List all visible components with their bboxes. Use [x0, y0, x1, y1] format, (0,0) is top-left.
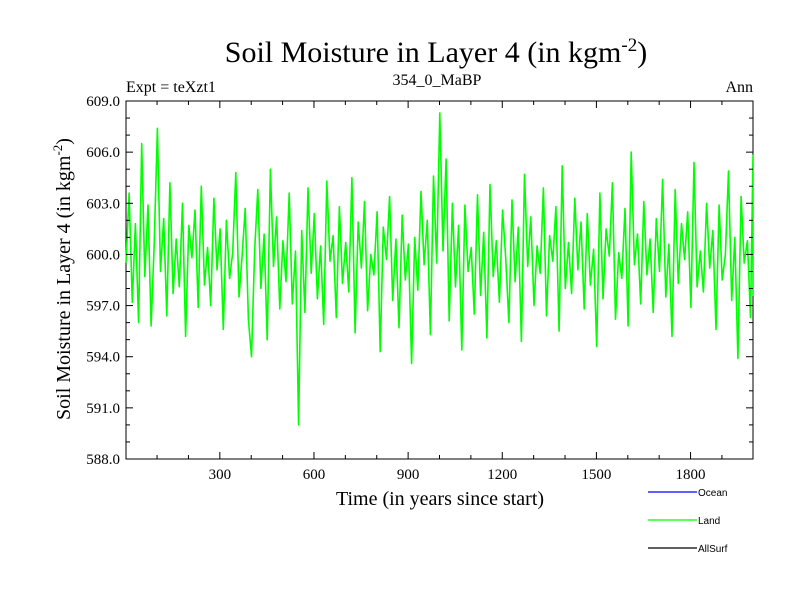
x-tick-label: 1800 [676, 467, 706, 483]
y-tick-label: 609.0 [86, 94, 120, 110]
y-tick-label: 591.0 [86, 401, 120, 417]
y-tick-label: 588.0 [86, 452, 120, 468]
legend: Ocean Land AllSurf [648, 488, 728, 555]
period-label: 354_0_MaBP [393, 72, 482, 89]
experiment-label: Expt = teXzt1 [126, 79, 216, 96]
x-tick-label: 900 [397, 467, 420, 483]
series-line-land [125, 112, 754, 426]
legend-label-ocean: Ocean [698, 488, 727, 499]
legend-label-allsurf: AllSurf [698, 544, 728, 555]
y-axis-label-end: ) [53, 138, 75, 145]
x-tick-label: 1200 [487, 467, 517, 483]
x-tick-label: 600 [303, 467, 326, 483]
y-axis-label-sup: -2 [50, 145, 65, 156]
y-tick-label: 594.0 [86, 350, 120, 366]
chart-title: Soil Moisture in Layer 4 (in kgm-2) [225, 35, 647, 69]
y-axis-label-main: Soil Moisture in Layer 4 (in kgm [53, 155, 75, 420]
y-axis-label: Soil Moisture in Layer 4 (in kgm-2) [50, 138, 75, 420]
x-axis-label: Time (in years since start) [336, 488, 544, 510]
y-tick-label: 603.0 [86, 196, 120, 212]
y-tick-label: 600.0 [86, 247, 120, 263]
x-tick-label: 1500 [581, 467, 611, 483]
legend-label-land: Land [698, 516, 720, 527]
y-tick-label: 606.0 [86, 145, 120, 161]
series-layer [125, 112, 754, 426]
chart-title-sup: -2 [621, 35, 637, 56]
y-axis: 588.0 591.0 594.0 597.0 600.0 603.0 606.0 609.0 [86, 94, 753, 468]
chart-title-main: Soil Moisture in Layer 4 (in kgm [225, 36, 622, 69]
chart-title-end: ) [637, 36, 647, 69]
x-axis: 300 600 900 1200 1500 1800 [156, 101, 723, 483]
x-tick-label: 300 [209, 467, 232, 483]
season-label: Ann [725, 79, 753, 96]
y-tick-label: 597.0 [86, 299, 120, 315]
